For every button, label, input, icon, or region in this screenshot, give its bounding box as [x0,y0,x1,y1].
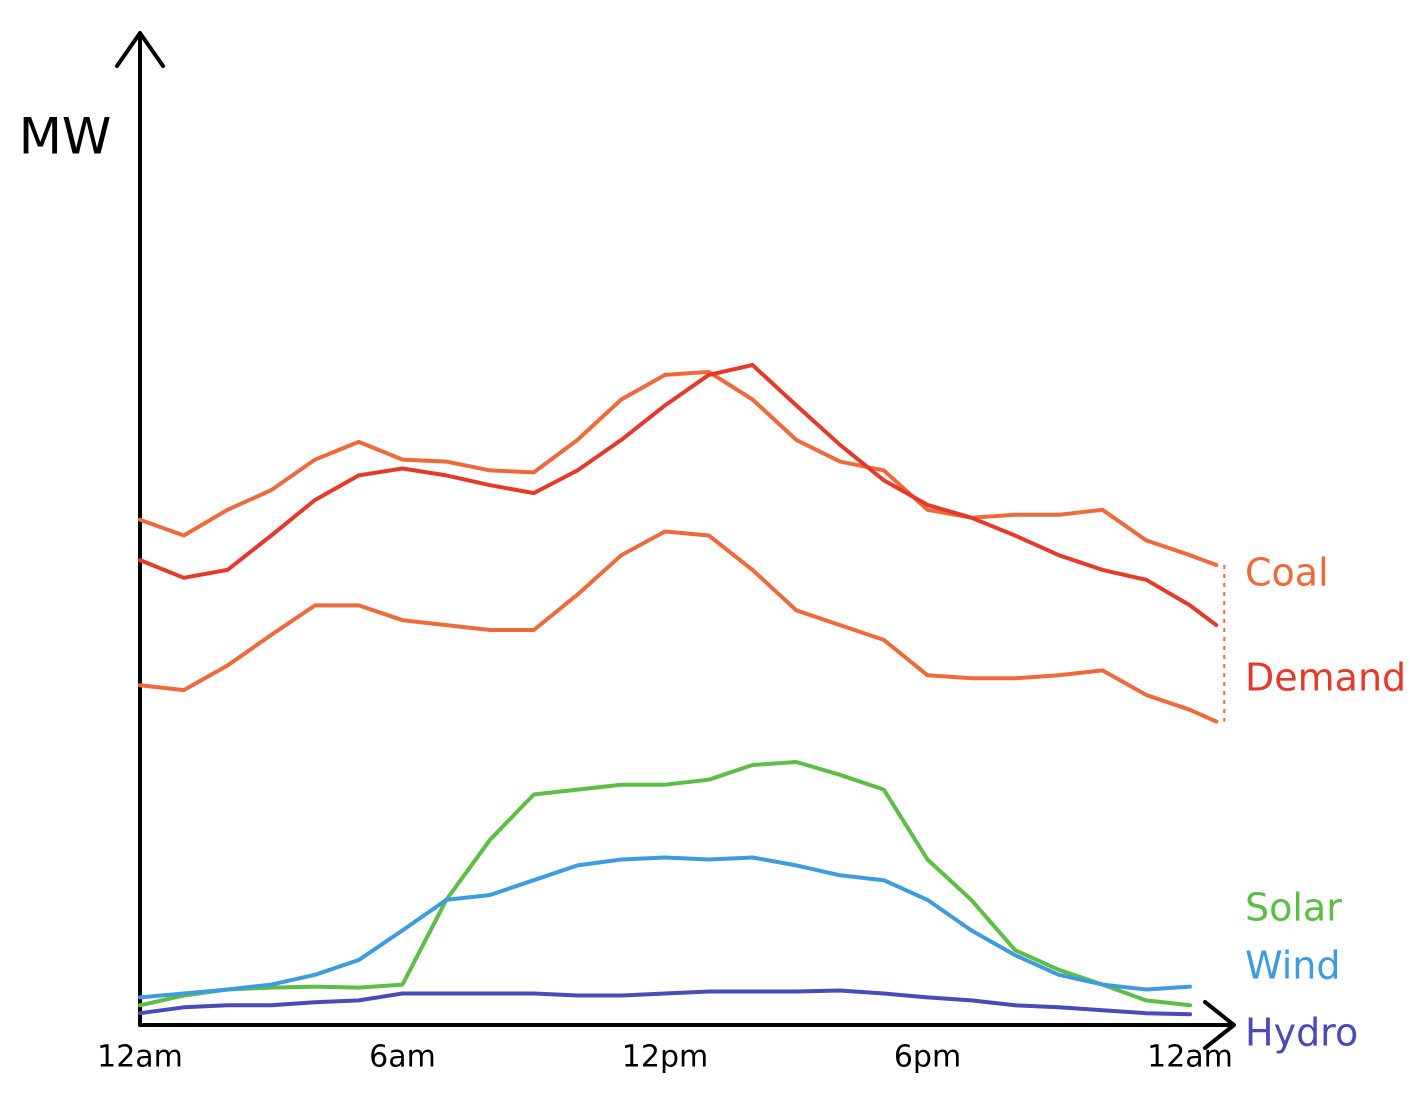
legend-label: Wind [1245,944,1341,988]
legend-label: Solar [1245,886,1342,930]
x-axis-arrow [1203,1000,1236,1050]
series-line [138,760,1192,1008]
legend-label: Hydro [1245,1011,1358,1055]
series-line [138,369,1219,567]
x-tick-label: 12am [1147,1040,1233,1075]
x-tick-label: 12am [97,1040,183,1075]
series-line [138,855,1192,1000]
series-line [138,988,1192,1017]
x-tick-label: 12pm [622,1040,708,1075]
legend-label: Coal [1245,551,1329,595]
series-line [138,363,1219,628]
x-tick-label: 6pm [894,1040,961,1075]
x-tick-label: 6am [369,1040,436,1075]
y-axis-arrow [115,31,165,68]
y-axis-label: MW [19,108,112,166]
series-line [138,529,1219,724]
legend-label: Demand [1245,656,1406,700]
